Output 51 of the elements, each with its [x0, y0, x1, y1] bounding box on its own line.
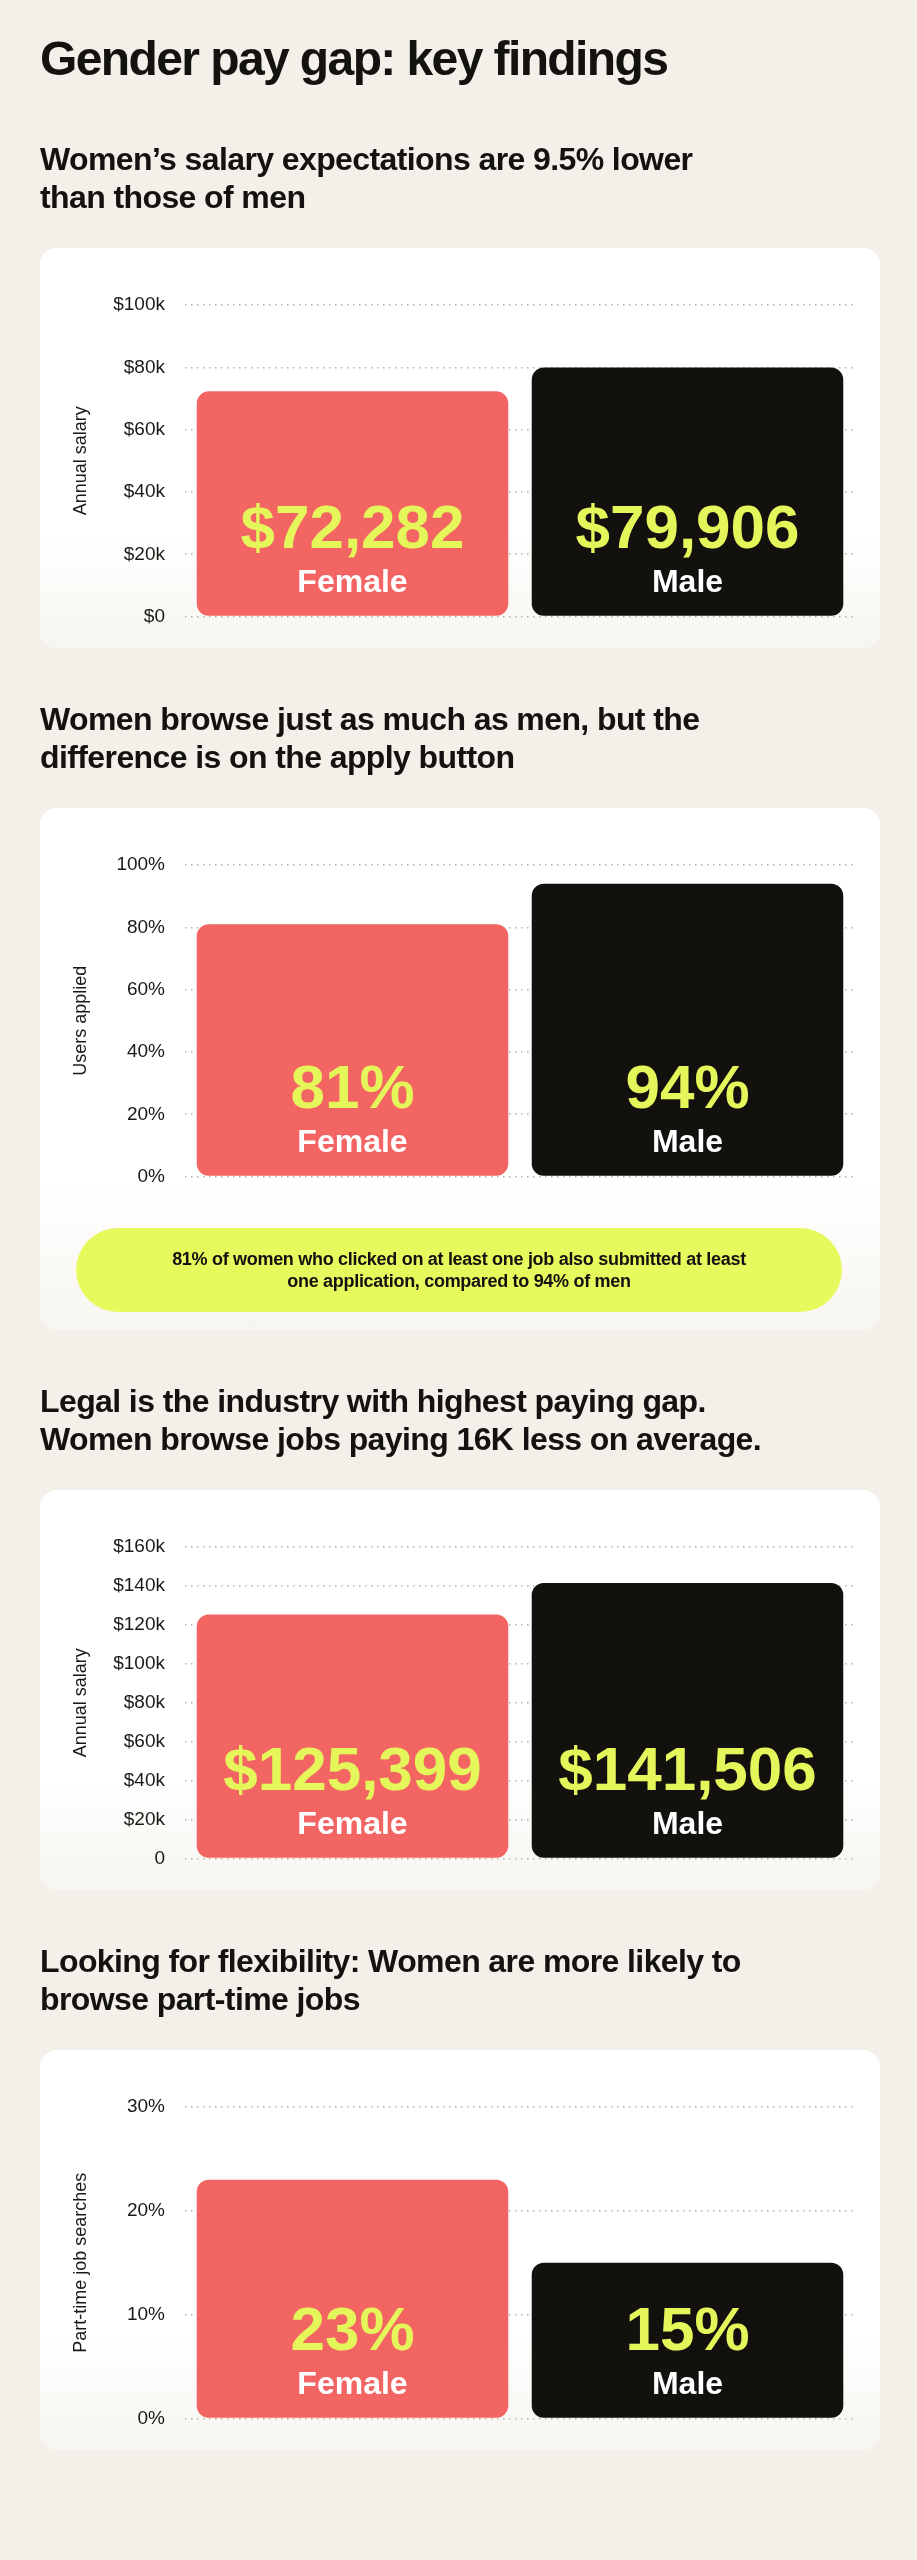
y-tick-label: $20k: [123, 1807, 166, 1829]
y-tick-label: 80%: [126, 915, 166, 937]
y-tick-label: $80k: [123, 1691, 166, 1713]
x-tick-label: Male: [651, 562, 724, 599]
y-tick-label: $100k: [113, 1652, 166, 1674]
y-tick-label: $80k: [123, 355, 166, 377]
data-label: $79,906: [575, 491, 800, 561]
x-tick-label: Female: [297, 2364, 408, 2401]
y-tick-label: $120k: [113, 1613, 166, 1635]
text: Gender pay gap: key findings: [40, 31, 669, 87]
y-tick-label: 10%: [126, 2302, 166, 2324]
data-label: 23%: [290, 2293, 415, 2363]
note-pill: 81% of women who clicked on at least one job also submitted at least one application, compared to 94% of men: [76, 1228, 842, 1312]
y-tick-label: $160k: [113, 1535, 166, 1557]
y-tick-label: 0%: [137, 1164, 166, 1186]
x-tick-label: Male: [651, 1122, 724, 1159]
data-label: $72,282: [240, 491, 465, 561]
y-axis-title: Annual salary: [69, 406, 90, 516]
chart-title: Legal is the industry with highest paying gap. Women browse jobs paying 16K less on average.: [40, 1382, 763, 1458]
y-tick-label: 40%: [126, 1040, 166, 1062]
x-tick-label: Male: [651, 2364, 724, 2401]
x-tick-label: Female: [297, 1122, 408, 1159]
data-label: 81%: [290, 1051, 415, 1121]
x-tick-label: Female: [297, 562, 408, 599]
y-tick-label: $40k: [123, 480, 166, 502]
y-tick-label: 20%: [126, 2199, 166, 2221]
data-label: 15%: [625, 2293, 750, 2363]
data-label: 94%: [625, 1051, 750, 1121]
y-axis-title: Part-time job searches: [69, 2172, 90, 2353]
y-tick-label: $60k: [123, 1729, 166, 1751]
y-tick-label: $20k: [123, 542, 166, 564]
x-tick-label: Female: [297, 1804, 408, 1841]
y-tick-label: $60k: [123, 417, 166, 439]
y-tick-label: $140k: [113, 1574, 166, 1596]
data-label: $141,506: [558, 1733, 817, 1803]
y-axis-title: Annual salary: [69, 1648, 90, 1758]
y-tick-label: $100k: [113, 293, 166, 315]
chart-title: Looking for flexibility: Women are more likely to browse part-time jobs: [40, 1942, 742, 2018]
y-tick-label: 0: [154, 1846, 165, 1868]
y-tick-label: $40k: [123, 1768, 166, 1790]
chart-title: Women’s salary expectations are 9.5% lower than those of men: [40, 140, 694, 216]
y-tick-label: 100%: [116, 853, 166, 875]
chart-title: Women browse just as much as men, but the difference is on the apply button: [40, 700, 701, 776]
y-tick-label: 60%: [126, 977, 166, 999]
y-tick-label: 30%: [126, 2095, 166, 2117]
y-tick-label: 20%: [126, 1102, 166, 1124]
y-tick-label: 0%: [137, 2406, 166, 2428]
y-tick-label: $0: [143, 604, 165, 626]
x-tick-label: Male: [651, 1804, 724, 1841]
y-axis-title: Users applied: [69, 965, 90, 1076]
data-label: $125,399: [223, 1733, 482, 1803]
